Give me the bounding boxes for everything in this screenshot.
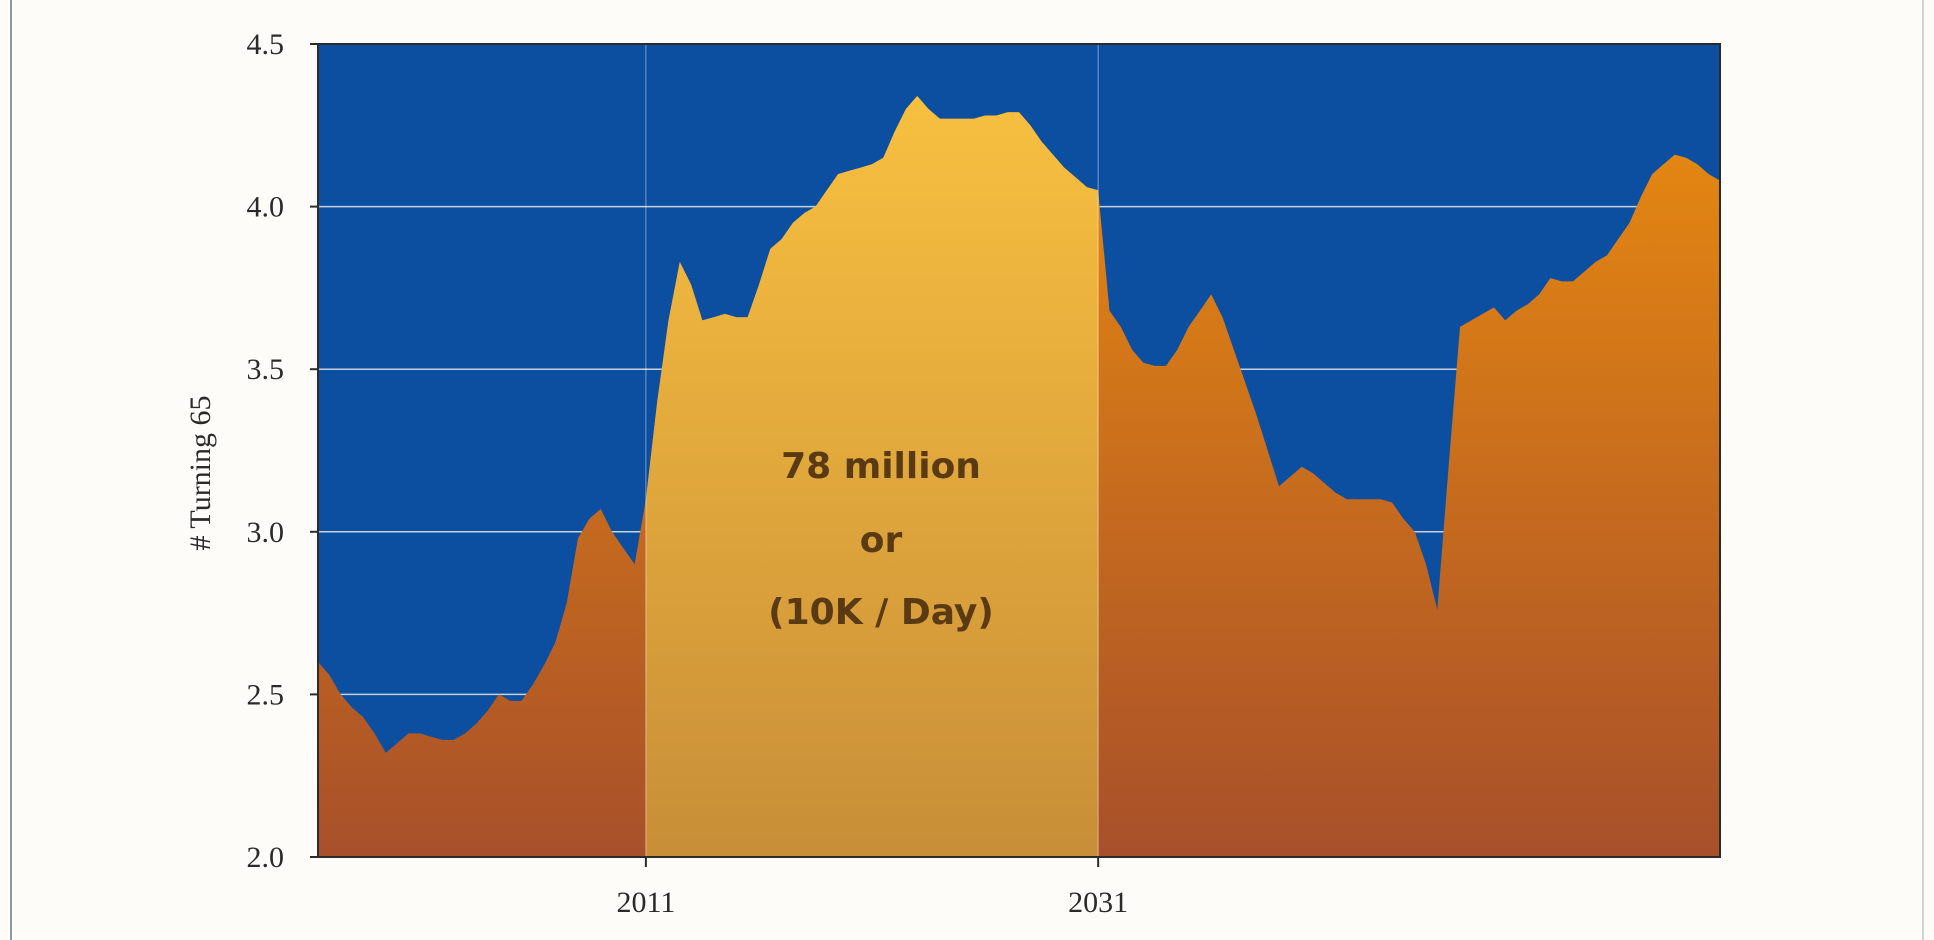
highlight-boundaries xyxy=(645,44,1099,857)
x-tick-label: 2031 xyxy=(1068,886,1128,919)
x-axis-ticks: 2011 2031 xyxy=(616,857,1128,919)
y-axis-ticks: 2.0 2.5 3.0 3.5 4.0 4.5 xyxy=(247,28,318,874)
y-tick-label: 2.5 xyxy=(247,678,285,711)
y-tick-label: 3.0 xyxy=(247,516,285,549)
highlighted-area-2011-2031 xyxy=(645,96,1099,857)
annotation-line-3: (10K / Day) xyxy=(768,592,994,633)
plot-frame xyxy=(317,43,1721,858)
right-page-edge xyxy=(1922,0,1924,940)
y-axis-label: # Turning 65 xyxy=(184,395,217,550)
x-tick-label: 2011 xyxy=(616,886,675,919)
annotation-line-2: or xyxy=(860,520,903,561)
annotation-text: 78 million or (10K / Day) xyxy=(768,446,994,633)
y-tick-label: 4.0 xyxy=(247,191,285,224)
annotation-line-1: 78 million xyxy=(781,446,981,487)
y-tick-label: 4.5 xyxy=(247,28,285,61)
y-tick-label: 3.5 xyxy=(247,353,285,386)
left-page-edge xyxy=(10,0,12,940)
y-tick-label: 2.0 xyxy=(247,841,285,874)
